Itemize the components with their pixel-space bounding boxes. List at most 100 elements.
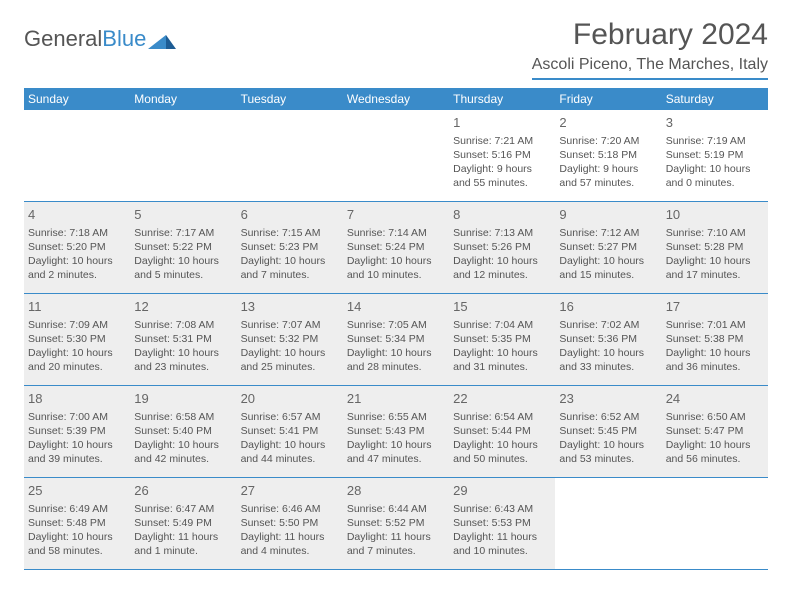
day-cell (24, 110, 130, 201)
logo: GeneralBlue (24, 18, 178, 52)
daylight-text: Daylight: 10 hours and 15 minutes. (559, 254, 657, 282)
day-cell: 25Sunrise: 6:49 AMSunset: 5:48 PMDayligh… (24, 478, 130, 569)
daylight-text: Daylight: 11 hours and 4 minutes. (241, 530, 339, 558)
daylight-text: Daylight: 10 hours and 53 minutes. (559, 438, 657, 466)
sunrise-text: Sunrise: 6:44 AM (347, 502, 445, 516)
day-number: 24 (666, 390, 764, 408)
sunset-text: Sunset: 5:39 PM (28, 424, 126, 438)
day-number: 17 (666, 298, 764, 316)
sunset-text: Sunset: 5:23 PM (241, 240, 339, 254)
day-cell: 24Sunrise: 6:50 AMSunset: 5:47 PMDayligh… (662, 386, 768, 477)
day-number: 21 (347, 390, 445, 408)
sunrise-text: Sunrise: 7:15 AM (241, 226, 339, 240)
sunrise-text: Sunrise: 6:50 AM (666, 410, 764, 424)
sunrise-text: Sunrise: 7:13 AM (453, 226, 551, 240)
daylight-text: Daylight: 10 hours and 25 minutes. (241, 346, 339, 374)
day-number: 26 (134, 482, 232, 500)
day-cell: 21 Sunrise: 6:55 AMSunset: 5:43 PMDayligh… (343, 386, 449, 477)
day-cell: 16Sunrise: 7:02 AMSunset: 5:36 PMDayligh… (555, 294, 661, 385)
day-number: 29 (453, 482, 551, 500)
day-number: 9 (559, 206, 657, 224)
day-cell: 29Sunrise: 6:43 AMSunset: 5:53 PMDayligh… (449, 478, 555, 569)
day-number: 4 (28, 206, 126, 224)
sunset-text: Sunset: 5:44 PM (453, 424, 551, 438)
day-cell: 6Sunrise: 7:15 AMSunset: 5:23 PMDaylight… (237, 202, 343, 293)
sunset-text: Sunset: 5:53 PM (453, 516, 551, 530)
daylight-text: Daylight: 11 hours and 1 minute. (134, 530, 232, 558)
location-text: Ascoli Piceno, The Marches, Italy (532, 56, 768, 80)
logo-text1: General (24, 26, 102, 52)
sunrise-text: Sunrise: 6:52 AM (559, 410, 657, 424)
day-cell: 15Sunrise: 7:04 AMSunset: 5:35 PMDayligh… (449, 294, 555, 385)
day-cell: 12Sunrise: 7:08 AMSunset: 5:31 PMDayligh… (130, 294, 236, 385)
sunrise-text: Sunrise: 6:58 AM (134, 410, 232, 424)
sunset-text: Sunset: 5:19 PM (666, 148, 764, 162)
daylight-text: Daylight: 10 hours and 58 minutes. (28, 530, 126, 558)
daylight-text: Daylight: 10 hours and 36 minutes. (666, 346, 764, 374)
day-number: 2 (559, 114, 657, 132)
logo-text2: Blue (102, 26, 146, 52)
sunrise-text: Sunrise: 7:21 AM (453, 134, 551, 148)
day-cell: 11Sunrise: 7:09 AMSunset: 5:30 PMDayligh… (24, 294, 130, 385)
daylight-text: Daylight: 10 hours and 2 minutes. (28, 254, 126, 282)
day-cell: 27Sunrise: 6:46 AMSunset: 5:50 PMDayligh… (237, 478, 343, 569)
daylight-text: Daylight: 10 hours and 44 minutes. (241, 438, 339, 466)
week-row: 18Sunrise: 7:00 AMSunset: 5:39 PMDayligh… (24, 386, 768, 478)
day-number: 13 (241, 298, 339, 316)
sunrise-text: Sunrise: 7:01 AM (666, 318, 764, 332)
day-number: 5 (134, 206, 232, 224)
title-block: February 2024 Ascoli Piceno, The Marches… (532, 18, 768, 80)
month-title: February 2024 (532, 18, 768, 52)
sunrise-text: Sunrise: 6:55 AM (347, 410, 445, 424)
sunset-text: Sunset: 5:43 PM (347, 424, 445, 438)
sunrise-text: Sunrise: 7:20 AM (559, 134, 657, 148)
sunrise-text: Sunrise: 7:18 AM (28, 226, 126, 240)
day-number: 19 (134, 390, 232, 408)
sunset-text: Sunset: 5:34 PM (347, 332, 445, 346)
day-cell (662, 478, 768, 569)
daylight-text: Daylight: 10 hours and 17 minutes. (666, 254, 764, 282)
daylight-text: Daylight: 9 hours and 57 minutes. (559, 162, 657, 190)
sunrise-text: Sunrise: 7:05 AM (347, 318, 445, 332)
dow-cell: Wednesday (343, 88, 449, 110)
day-cell: 13Sunrise: 7:07 AMSunset: 5:32 PMDayligh… (237, 294, 343, 385)
calendar-grid: Sunday Monday Tuesday Wednesday Thursday… (24, 88, 768, 570)
sunrise-text: Sunrise: 6:43 AM (453, 502, 551, 516)
day-cell (130, 110, 236, 201)
day-number: 12 (134, 298, 232, 316)
dow-cell: Saturday (662, 88, 768, 110)
daylight-text: Daylight: 10 hours and 47 minutes. (347, 438, 445, 466)
sunset-text: Sunset: 5:18 PM (559, 148, 657, 162)
day-number: 18 (28, 390, 126, 408)
sunrise-text: Sunrise: 7:02 AM (559, 318, 657, 332)
day-cell: 23Sunrise: 6:52 AMSunset: 5:45 PMDayligh… (555, 386, 661, 477)
day-number: 22 (453, 390, 551, 408)
daylight-text: Daylight: 10 hours and 56 minutes. (666, 438, 764, 466)
calendar-page: GeneralBlue February 2024 Ascoli Piceno,… (0, 0, 792, 588)
day-number: 6 (241, 206, 339, 224)
day-number: 16 (559, 298, 657, 316)
sunrise-text: Sunrise: 6:46 AM (241, 502, 339, 516)
sunset-text: Sunset: 5:40 PM (134, 424, 232, 438)
day-cell: 4Sunrise: 7:18 AMSunset: 5:20 PMDaylight… (24, 202, 130, 293)
day-cell: 17 Sunrise: 7:01 AMSunset: 5:38 PMDayligh… (662, 294, 768, 385)
day-cell (343, 110, 449, 201)
daylight-text: Daylight: 10 hours and 5 minutes. (134, 254, 232, 282)
sunset-text: Sunset: 5:16 PM (453, 148, 551, 162)
day-number: 10 (666, 206, 764, 224)
sunset-text: Sunset: 5:49 PM (134, 516, 232, 530)
sunset-text: Sunset: 5:36 PM (559, 332, 657, 346)
sunset-text: Sunset: 5:50 PM (241, 516, 339, 530)
day-cell: 28Sunrise: 6:44 AMSunset: 5:52 PMDayligh… (343, 478, 449, 569)
sunrise-text: Sunrise: 7:17 AM (134, 226, 232, 240)
day-cell: 19Sunrise: 6:58 AMSunset: 5:40 PMDayligh… (130, 386, 236, 477)
sunrise-text: Sunrise: 7:10 AM (666, 226, 764, 240)
day-number: 15 (453, 298, 551, 316)
daylight-text: Daylight: 10 hours and 39 minutes. (28, 438, 126, 466)
sunrise-text: Sunrise: 7:14 AM (347, 226, 445, 240)
day-cell: 22Sunrise: 6:54 AMSunset: 5:44 PMDayligh… (449, 386, 555, 477)
sunrise-text: Sunrise: 6:47 AM (134, 502, 232, 516)
day-cell: 20Sunrise: 6:57 AMSunset: 5:41 PMDayligh… (237, 386, 343, 477)
sunset-text: Sunset: 5:38 PM (666, 332, 764, 346)
day-number: 7 (347, 206, 445, 224)
